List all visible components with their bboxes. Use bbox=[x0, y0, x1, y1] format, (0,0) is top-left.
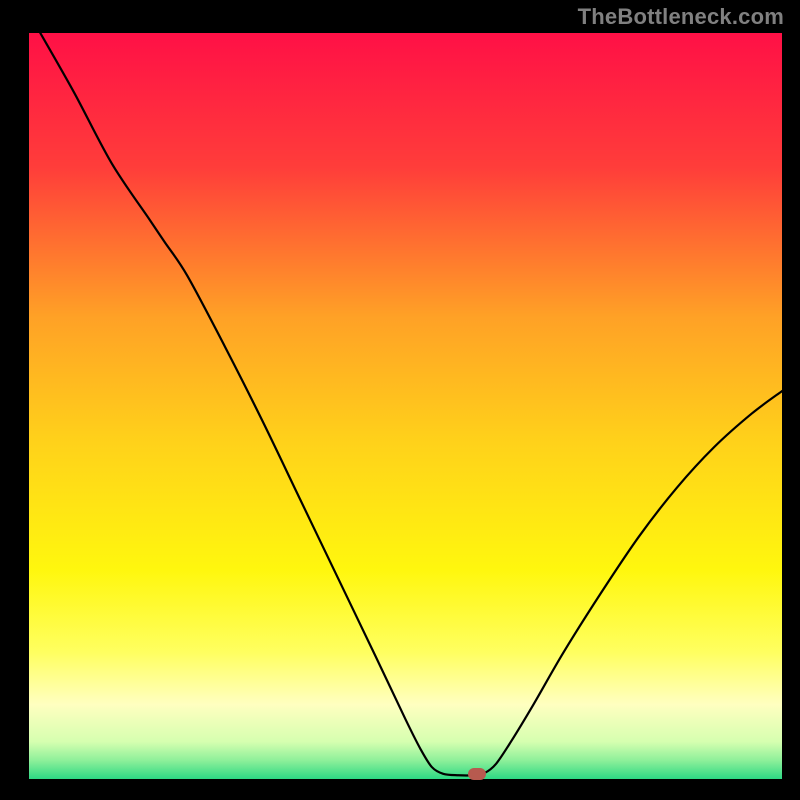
plot-area bbox=[29, 33, 782, 779]
watermark-text: TheBottleneck.com bbox=[578, 4, 784, 30]
chart-frame: TheBottleneck.com bbox=[0, 0, 800, 800]
bottleneck-curve bbox=[40, 33, 782, 775]
bottleneck-marker bbox=[468, 768, 486, 780]
bottleneck-curve-layer bbox=[29, 33, 782, 779]
